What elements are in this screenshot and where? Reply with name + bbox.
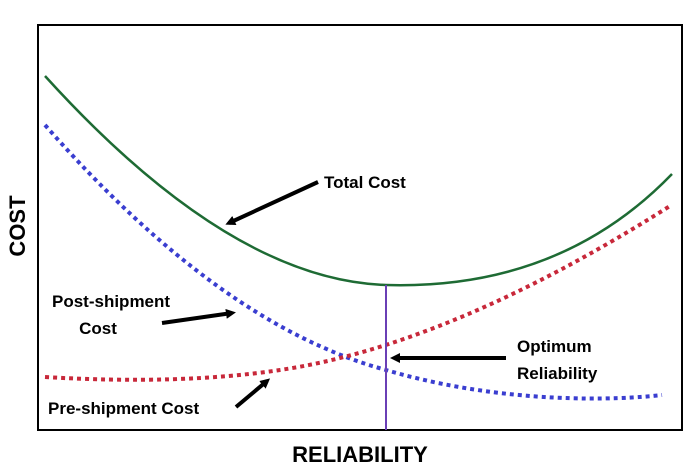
optimum-label-line1: Optimum [517,337,592,356]
series-post-shipment-cost [43,123,663,401]
total-cost-label: Total Cost [324,173,406,192]
plot-frame [37,24,683,431]
x-axis-title: RELIABILITY [292,442,428,467]
optimum-label-line2: Reliability [517,364,598,383]
total-cost-arrow [225,180,319,226]
post-shipment-label-line2: Cost [79,319,117,338]
post-shipment-arrow [161,308,236,325]
y-axis-title: COST [5,195,30,257]
pre-shipment-label: Pre-shipment Cost [48,399,199,418]
post-shipment-label-line1: Post-shipment [52,292,170,311]
pre-shipment-arrow [234,378,271,409]
series-total-cost [44,75,673,287]
